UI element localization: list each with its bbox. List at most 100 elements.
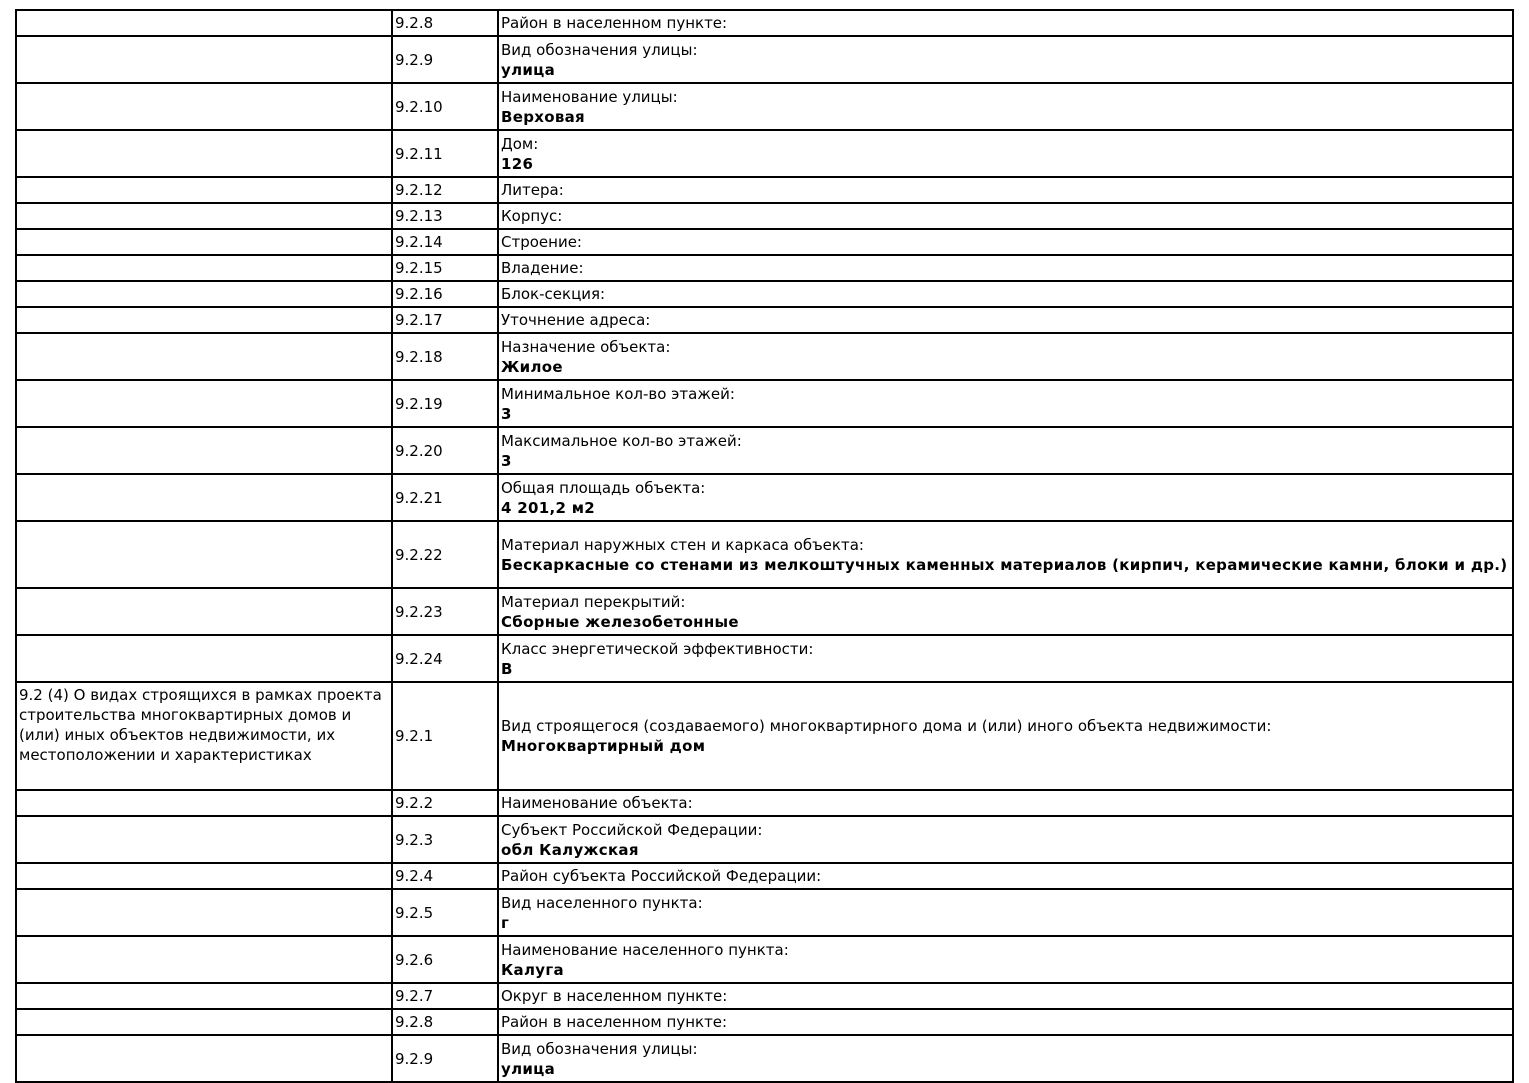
item-number: 9.2.16 [391,280,499,308]
item-cell: Район в населенном пункте: [497,9,1514,37]
table-row: 9.2.11 Дом: 126 [15,129,1514,178]
section-cell [15,935,393,984]
table-row: 9.2.18 Назначение объекта: Жилое [15,332,1514,381]
item-label: Максимальное кол-во этажей: [501,431,742,450]
item-number: 9.2.10 [391,82,499,131]
item-label: Район субъекта Российской Федерации: [501,867,822,885]
item-label: Уточнение адреса: [501,311,651,329]
item-value: 4 201,2 м2 [501,498,596,517]
section-cell [15,332,393,381]
item-cell: Наименование объекта: [497,789,1514,817]
item-value: улица [501,60,556,79]
item-cell: Вид населенного пункта: г [497,888,1514,937]
section-cell [15,202,393,230]
item-cell: Строение: [497,228,1514,256]
item-value: 3 [501,404,512,423]
item-value: Верховая [501,107,585,126]
item-number: 9.2.7 [391,982,499,1010]
table-row: 9.2.4 Район субъекта Российской Федерации… [15,862,1514,890]
item-cell: Общая площадь объекта: 4 201,2 м2 [497,473,1514,522]
item-value: г [501,913,510,932]
section-cell [15,473,393,522]
item-label: Вид обозначения улицы: [501,40,698,59]
item-number: 9.2.5 [391,888,499,937]
item-label: Наименование улицы: [501,87,678,106]
section-cell [15,176,393,204]
item-number: 9.2.9 [391,1034,499,1083]
table-row: 9.2.6 Наименование населенного пункта: Кал… [15,935,1514,984]
item-label: Вид населенного пункта: [501,893,703,912]
section-cell [15,1008,393,1036]
item-cell: Вид строящегося (создаваемого) многоквар… [497,681,1514,791]
item-label: Материал наружных стен и каркаса объекта… [501,535,864,554]
item-label: Строение: [501,233,582,251]
section-cell [15,789,393,817]
item-number: 9.2.3 [391,815,499,864]
item-cell: Район субъекта Российской Федерации: [497,862,1514,890]
item-label: Район в населенном пункте: [501,1013,728,1031]
table-row: 9.2.20 Максимальное кол-во этажей: 3 [15,426,1514,475]
item-value: 3 [501,451,512,470]
item-label: Вид обозначения улицы: [501,1039,698,1058]
table-row: 9.2.9 Вид обозначения улицы: улица [15,1034,1514,1083]
item-number: 9.2.22 [391,520,499,589]
section-cell [15,862,393,890]
item-cell: Литера: [497,176,1514,204]
table-row: 9.2.10 Наименование улицы: Верховая [15,82,1514,131]
item-label: Округ в населенном пункте: [501,987,728,1005]
section-cell [15,426,393,475]
section-cell [15,228,393,256]
table-row: 9.2.14 Строение: [15,228,1514,256]
item-label: Наименование населенного пункта: [501,940,789,959]
item-cell: Класс энергетической эффективности: В [497,634,1514,683]
table-row: 9.2.16 Блок-секция: [15,280,1514,308]
item-label: Вид строящегося (создаваемого) многоквар… [501,717,1272,735]
table-row: 9.2.12 Литера: [15,176,1514,204]
item-number: 9.2.8 [391,9,499,37]
item-value: В [501,659,513,678]
item-cell: Назначение объекта: Жилое [497,332,1514,381]
item-cell: Минимальное кол-во этажей: 3 [497,379,1514,428]
item-label: Назначение объекта: [501,337,671,356]
table-row: 9.2.9 Вид обозначения улицы: улица [15,35,1514,84]
item-number: 9.2.23 [391,587,499,636]
item-number: 9.2.19 [391,379,499,428]
item-number: 9.2.13 [391,202,499,230]
section-cell [15,520,393,589]
section-cell [15,587,393,636]
item-number: 9.2.8 [391,1008,499,1036]
item-value: улица [501,1059,556,1078]
item-cell: Владение: [497,254,1514,282]
item-cell: Округ в населенном пункте: [497,982,1514,1010]
item-value: Многоквартирный дом [501,737,706,755]
item-label: Район в населенном пункте: [501,14,728,32]
item-value: 126 [501,154,534,173]
table-row: 9.2.7 Округ в населенном пункте: [15,982,1514,1010]
section-cell [15,379,393,428]
section-cell [15,9,393,37]
section-cell [15,1034,393,1083]
item-label: Корпус: [501,207,563,225]
item-cell: Блок-секция: [497,280,1514,308]
declaration-table: 9.2.8 Район в населенном пункте: 9.2.9 Вид … [15,9,1514,1083]
item-number: 9.2.12 [391,176,499,204]
table-row: 9.2 (4) О видах строящихся в рамках прое… [15,681,1514,791]
item-value: Жилое [501,357,563,376]
item-number: 9.2.15 [391,254,499,282]
item-cell: Уточнение адреса: [497,306,1514,334]
item-label: Общая площадь объекта: [501,478,706,497]
table-row: 9.2.13 Корпус: [15,202,1514,230]
item-number: 9.2.11 [391,129,499,178]
item-cell: Вид обозначения улицы: улица [497,35,1514,84]
table-row: 9.2.17 Уточнение адреса: [15,306,1514,334]
item-cell: Наименование улицы: Верховая [497,82,1514,131]
item-cell: Вид обозначения улицы: улица [497,1034,1514,1083]
table-row: 9.2.22 Материал наружных стен и каркаса о… [15,520,1514,589]
item-number: 9.2.9 [391,35,499,84]
section-cell [15,306,393,334]
item-label: Класс энергетической эффективности: [501,639,814,658]
item-label: Наименование объекта: [501,794,693,812]
item-number: 9.2.20 [391,426,499,475]
item-label: Дом: [501,134,539,153]
item-label: Владение: [501,259,584,277]
